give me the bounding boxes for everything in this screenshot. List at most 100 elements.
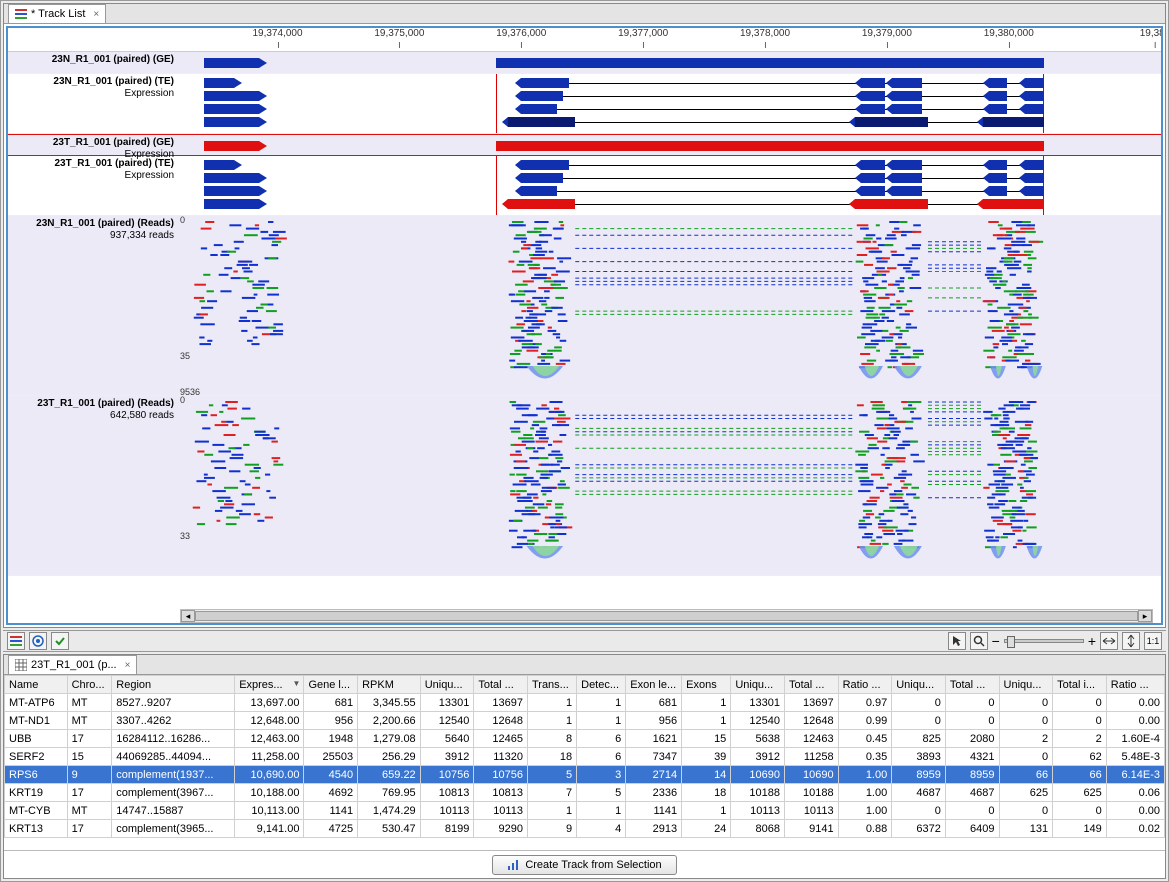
exon[interactable] [855, 199, 928, 209]
col-chro[interactable]: Chro... [67, 676, 112, 694]
exon[interactable] [989, 91, 1007, 101]
table-row[interactable]: MT-CYBMT14747..1588710,113.0011411,474.2… [5, 802, 1165, 820]
exon[interactable] [1025, 186, 1043, 196]
cell-express: 10,690.00 [235, 766, 304, 784]
exon[interactable] [521, 160, 570, 170]
col-uniq2[interactable]: Uniqu... [731, 676, 785, 694]
genome-viewer[interactable]: 19,374,00019,375,00019,376,00019,377,000… [6, 26, 1163, 625]
exon[interactable] [983, 199, 1044, 209]
cell-uniq4: 0 [999, 748, 1053, 766]
exon[interactable] [989, 78, 1007, 88]
exon[interactable] [1025, 78, 1043, 88]
close-icon[interactable]: × [125, 660, 131, 671]
col-total1[interactable]: Total ... [474, 676, 528, 694]
col-region[interactable]: Region [112, 676, 235, 694]
exon[interactable] [521, 173, 564, 183]
cell-uniq4: 0 [999, 712, 1053, 730]
col-uniq3[interactable]: Uniqu... [892, 676, 946, 694]
gene-bar[interactable] [496, 141, 1043, 151]
col-uniq1[interactable]: Uniqu... [420, 676, 474, 694]
exon[interactable] [1025, 173, 1043, 183]
track-name: 23N_R1_001 (paired) (GE) [8, 54, 174, 66]
pointer-icon[interactable] [948, 632, 966, 650]
ruler-tick: 19,379,000 [862, 28, 912, 39]
scroll-left-button[interactable]: ◂ [181, 610, 195, 622]
exon[interactable] [1025, 91, 1043, 101]
table-row[interactable]: SERF21544069285..44094...11,258.00255032… [5, 748, 1165, 766]
check-icon[interactable] [51, 632, 69, 650]
cell-uniq2: 8068 [731, 820, 785, 838]
cell-total2: 10690 [784, 766, 838, 784]
table-row[interactable]: UBB1716284112..16286...12,463.0019481,27… [5, 730, 1165, 748]
fit-1to1-button[interactable]: 1:1 [1144, 632, 1162, 650]
zoom-out-button[interactable]: − [992, 633, 1000, 649]
table-row[interactable]: RPS69complement(1937...10,690.004540659.… [5, 766, 1165, 784]
exon[interactable] [1025, 160, 1043, 170]
exon[interactable] [892, 104, 922, 114]
exon[interactable] [989, 186, 1007, 196]
col-name[interactable]: Name [5, 676, 68, 694]
zoom-knob[interactable] [1007, 636, 1015, 648]
fit-height-icon[interactable] [1122, 632, 1140, 650]
table-row[interactable]: KRT1317complement(3965...9,141.004725530… [5, 820, 1165, 838]
exon[interactable] [892, 173, 922, 183]
zoom-in-button[interactable]: + [1088, 633, 1096, 649]
col-exons[interactable]: Exons [682, 676, 731, 694]
col-detec[interactable]: Detec... [577, 676, 626, 694]
exon[interactable] [521, 91, 564, 101]
table-scroll[interactable]: NameChro...RegionExpres...▼Gene l...RPKM… [4, 675, 1165, 850]
cell-name: MT-CYB [5, 802, 68, 820]
reads-pileup[interactable] [180, 216, 1153, 395]
close-icon[interactable]: × [93, 9, 99, 20]
table-row[interactable]: MT-ND1MT3307..426212,648.009562,200.6612… [5, 712, 1165, 730]
track-area[interactable]: 23N_R1_001 (paired) (GE)23N_R1_001 (pair… [8, 52, 1161, 576]
exon[interactable] [989, 173, 1007, 183]
table-row[interactable]: MT-ATP6MT8527..920713,697.006813,345.551… [5, 694, 1165, 712]
gene-bar[interactable] [496, 58, 1043, 68]
exon[interactable] [508, 199, 575, 209]
exon[interactable] [1025, 104, 1043, 114]
col-trans[interactable]: Trans... [527, 676, 576, 694]
exon[interactable] [861, 173, 885, 183]
col-ratio1[interactable]: Ratio ... [838, 676, 892, 694]
cell-total2: 11258 [784, 748, 838, 766]
exon[interactable] [892, 78, 922, 88]
exon[interactable] [861, 91, 885, 101]
table-row[interactable]: KRT1917complement(3967...10,188.00469276… [5, 784, 1165, 802]
col-exonle[interactable]: Exon le... [626, 676, 682, 694]
exon[interactable] [989, 160, 1007, 170]
create-track-button[interactable]: Create Track from Selection [492, 855, 676, 875]
scroll-thumb[interactable] [195, 611, 1138, 621]
cell-exons: 1 [682, 694, 731, 712]
col-ratio2[interactable]: Ratio ... [1106, 676, 1164, 694]
exon[interactable] [861, 78, 885, 88]
exon[interactable] [521, 104, 557, 114]
horizontal-scrollbar[interactable]: ◂ ▸ [180, 609, 1153, 623]
reads-pileup[interactable] [180, 396, 1153, 575]
zoom-slider[interactable] [1004, 639, 1084, 643]
col-genel[interactable]: Gene l... [304, 676, 358, 694]
tracks-icon[interactable] [7, 632, 25, 650]
fit-width-icon[interactable] [1100, 632, 1118, 650]
exon[interactable] [892, 91, 922, 101]
tab-expression-table[interactable]: 23T_R1_001 (p... × [8, 655, 137, 674]
tab-track-list[interactable]: * Track List × [8, 4, 106, 23]
exon[interactable] [861, 160, 885, 170]
exon[interactable] [861, 186, 885, 196]
col-total3[interactable]: Total ... [945, 676, 999, 694]
exon[interactable] [861, 104, 885, 114]
col-totali[interactable]: Total i... [1053, 676, 1107, 694]
cell-region: complement(1937... [112, 766, 235, 784]
col-total2[interactable]: Total ... [784, 676, 838, 694]
col-rpkm[interactable]: RPKM [358, 676, 421, 694]
exon[interactable] [521, 78, 570, 88]
col-express[interactable]: Expres...▼ [235, 676, 304, 694]
scroll-right-button[interactable]: ▸ [1138, 610, 1152, 622]
exon[interactable] [892, 186, 922, 196]
col-uniq4[interactable]: Uniqu... [999, 676, 1053, 694]
target-icon[interactable] [29, 632, 47, 650]
exon[interactable] [989, 104, 1007, 114]
exon[interactable] [521, 186, 557, 196]
zoom-icon[interactable] [970, 632, 988, 650]
exon[interactable] [892, 160, 922, 170]
